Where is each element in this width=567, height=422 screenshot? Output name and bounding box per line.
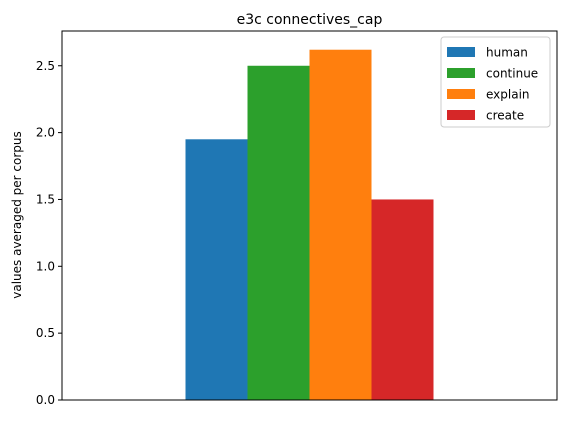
legend-swatch-human [447, 47, 475, 57]
legend-swatch-explain [447, 89, 475, 99]
y-tick-label: 2.5 [36, 59, 55, 73]
legend-label-human: human [486, 46, 528, 60]
chart-title: e3c connectives_cap [237, 12, 383, 28]
y-tick-label: 0.5 [36, 326, 55, 340]
legend-box [440, 36, 551, 128]
bar-continue [247, 65, 310, 400]
legend-swatch-continue [447, 68, 475, 78]
bars-layer [185, 49, 434, 401]
legend-swatch-create [447, 110, 475, 120]
bar-human [185, 139, 248, 401]
legend-label-explain: explain [486, 88, 530, 102]
legend-label-create: create [486, 109, 524, 123]
bar-create [371, 199, 434, 400]
y-tick-label: 1.0 [36, 259, 55, 273]
plot-frame [61, 30, 558, 401]
y-axis-label: values averaged per corpus [10, 131, 24, 299]
bar-explain [309, 49, 372, 400]
y-axis: 0.0 0.5 1.0 1.5 2.0 2.5 [36, 59, 62, 407]
legend-label-continue: continue [486, 67, 538, 81]
y-tick-label: 2.0 [36, 126, 55, 140]
y-tick-label: 0.0 [36, 393, 55, 407]
legend: human continue explain create [440, 36, 551, 128]
y-tick-label: 1.5 [36, 192, 55, 206]
